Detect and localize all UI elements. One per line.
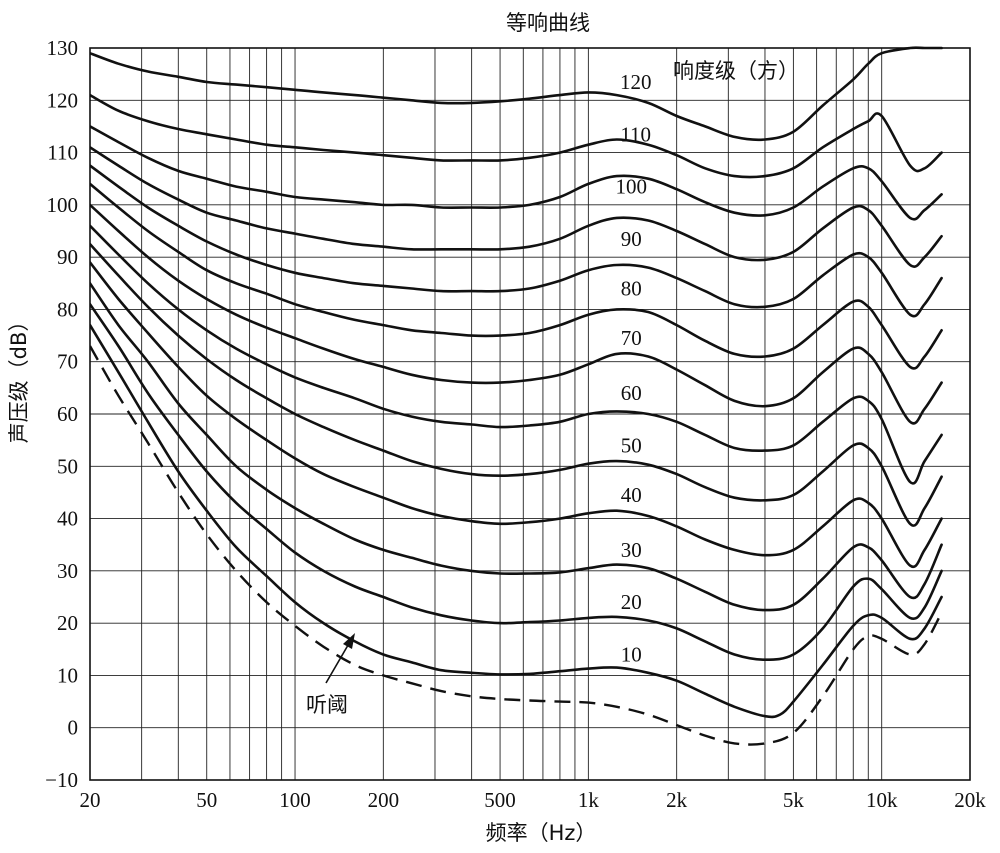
x-axis-label: 频率（Hz）	[486, 821, 597, 845]
loudness-curve-80	[90, 182, 943, 370]
curve-label-110: 110	[620, 122, 651, 146]
plot-frame	[89, 47, 971, 781]
loudness-curve-20	[90, 302, 943, 661]
curve-label-60: 60	[621, 381, 642, 405]
axes: 20 50 100 200 500 1k 2k 5k 10k 20k −10 0 10 20 30 40 50 6…	[45, 36, 986, 812]
y-tick-label: 60	[57, 402, 78, 426]
x-tick-label: 5k	[783, 788, 805, 812]
x-tick-label: 50	[196, 788, 217, 812]
x-tick-label: 20	[80, 788, 101, 812]
loudness-curve-50	[90, 242, 943, 527]
loudness-curve-40	[90, 261, 943, 569]
curve-label-40: 40	[621, 483, 642, 507]
y-axis-label: 声压级（dB）	[7, 311, 31, 444]
curve-label-10: 10	[621, 643, 642, 667]
loudness-curve-100	[90, 146, 943, 268]
y-tick-label: 10	[57, 663, 78, 687]
grid	[89, 47, 971, 781]
curve-label-20: 20	[621, 590, 642, 614]
curve-label-30: 30	[621, 538, 642, 562]
x-tick-label: 200	[368, 788, 400, 812]
y-tick-label: 120	[47, 88, 79, 112]
y-tick-label: 40	[57, 507, 78, 531]
y-tick-label: 0	[68, 716, 79, 740]
loudness-curve-120	[90, 93, 943, 179]
legend-title: 响度级（方）	[673, 59, 799, 83]
x-tick-label: 100	[279, 788, 311, 812]
y-tick-label: 80	[57, 297, 78, 321]
curves	[90, 46, 943, 746]
x-tick-label: 500	[484, 788, 516, 812]
loudness-curve-10	[90, 323, 943, 719]
loudness-curve-30	[90, 282, 943, 612]
loudness-curve-130	[90, 46, 943, 142]
curve-label-100: 100	[615, 175, 647, 199]
curve-label-70: 70	[621, 326, 642, 350]
chart-title: 等响曲线	[506, 11, 590, 35]
curve-labels: 10 20 30 40 50 60 70 80 90 100 110 120	[615, 70, 651, 667]
y-tick-label: 30	[57, 559, 78, 583]
loudness-curve-90	[90, 164, 943, 318]
loudness-curve-110	[90, 125, 943, 221]
x-tick-label: 10k	[866, 788, 898, 812]
threshold-curve	[90, 345, 943, 746]
x-tick-label: 2k	[666, 788, 688, 812]
y-tick-label: 20	[57, 611, 78, 635]
y-tick-label: 100	[47, 193, 79, 217]
threshold-label: 听阈	[306, 693, 348, 717]
x-tick-label: 1k	[578, 788, 600, 812]
y-tick-label: 70	[57, 350, 78, 374]
y-tick-label: 50	[57, 454, 78, 478]
curve-label-90: 90	[621, 227, 642, 251]
threshold-arrow	[325, 633, 355, 684]
loudness-curve-70	[90, 203, 943, 425]
curve-label-120: 120	[620, 70, 652, 94]
y-tick-label: 110	[47, 141, 78, 165]
y-tick-label: 130	[47, 36, 79, 60]
y-tick-label: 90	[57, 245, 78, 269]
curve-label-80: 80	[621, 277, 642, 301]
curve-label-50: 50	[621, 433, 642, 457]
loudness-curve-60	[90, 224, 943, 485]
y-tick-label: −10	[45, 768, 78, 792]
x-tick-label: 20k	[954, 788, 986, 812]
